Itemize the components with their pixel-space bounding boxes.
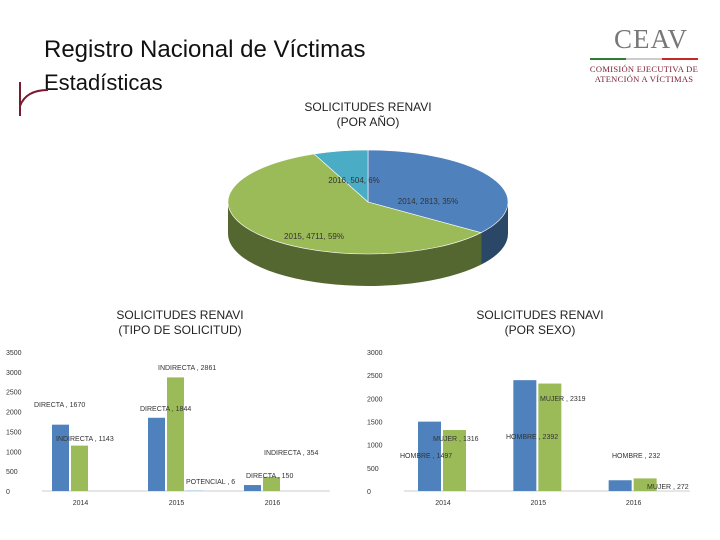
logo-line-1: COMISIÓN EJECUTIVA DE [589, 64, 699, 74]
pie-side-1 [228, 202, 482, 286]
bar-chart-1-bar-0-1 [148, 417, 165, 491]
bar-chart-2-datalabel-1-1: MUJER , 2319 [540, 396, 586, 403]
bar-chart-2-bar-1-1 [538, 383, 562, 491]
ceav-logo: CEAV COMISIÓN EJECUTIVA DE ATENCIÓN A VÍ… [584, 24, 704, 84]
pie-label-2: 2016, 504, 6% [328, 176, 380, 185]
bar-chart-2-datalabel-0-0: HOMBRE , 1497 [400, 453, 452, 460]
pie-title-line2: (POR AÑO) [336, 115, 400, 129]
pie-slice-2 [313, 149, 369, 203]
page-subtitle: Estadísticas [44, 70, 163, 95]
pie-slice-1 [227, 153, 482, 255]
bar-chart-1-ytick-0: 0 [6, 489, 10, 496]
bar-sex-chart-title: SOLICITUDES RENAVI (POR SEXO) [450, 308, 630, 338]
bar-chart-2-ytick-2: 1000 [367, 443, 383, 450]
bar-type-title-line1: SOLICITUDES RENAVI [116, 308, 244, 322]
bar-chart-1-datalabel-1-2: INDIRECTA , 354 [264, 450, 318, 457]
bar-chart-1-bar-0-0 [52, 424, 69, 491]
bar-chart-1-datalabel-0-1: DIRECTA , 1844 [140, 406, 191, 413]
bar-chart-2-datalabel-1-2: MUJER , 272 [647, 484, 689, 491]
bar-sex-title-line2: (POR SEXO) [504, 323, 576, 337]
bar-chart-2-xlabel-2: 2016 [626, 500, 642, 507]
bar-chart-2-ytick-4: 2000 [367, 396, 383, 403]
bar-chart-1-datalabel-2-1: POTENCIAL , 6 [186, 479, 235, 486]
pie-side-0 [481, 202, 508, 265]
bar-chart-1-xlabel-0: 2014 [73, 500, 89, 507]
bar-chart-1-datalabel-0-2: DIRECTA , 150 [246, 473, 293, 480]
bar-chart-1-ytick-2: 1000 [6, 449, 22, 456]
bar-chart-2-ytick-0: 0 [367, 489, 371, 496]
bar-chart-2-datalabel-0-1: HOMBRE , 2392 [506, 434, 558, 441]
bar-chart-2-bar-1-0 [443, 430, 466, 491]
logo-stripe [590, 58, 698, 60]
bar-chart-1-datalabel-1-0: INDIRECTA , 1143 [56, 436, 114, 443]
bar-chart-1-bar-1-2 [263, 476, 280, 491]
logo-mark: CEAV [614, 24, 689, 54]
logo-line-2: ATENCIÓN A VÍCTIMAS [594, 74, 694, 84]
bar-type-chart-title: SOLICITUDES RENAVI (TIPO DE SOLICITUD) [90, 308, 270, 338]
bar-chart-2-bar-1-2 [633, 478, 657, 491]
bar-sex-title-line1: SOLICITUDES RENAVI [476, 308, 604, 322]
bar-chart-2-ytick-5: 2500 [367, 373, 383, 380]
bar-chart-1-ytick-3: 1500 [6, 429, 22, 436]
bar-chart-2-ytick-3: 1500 [367, 420, 383, 427]
bar-chart-1-bar-1-1 [167, 377, 184, 491]
bar-chart-1-ytick-1: 500 [6, 469, 18, 476]
bar-chart-2-datalabel-0-2: HOMBRE , 232 [612, 453, 660, 460]
bar-chart-1-bar-1-0 [71, 445, 88, 491]
bar-chart-1-datalabel-1-1: INDIRECTA , 2861 [158, 365, 216, 372]
pie-title-line1: SOLICITUDES RENAVI [304, 100, 432, 114]
pie-label-0: 2014, 2813, 35% [398, 197, 459, 206]
decorative-bracket [19, 82, 48, 116]
pie-label-1: 2015, 4711, 59% [284, 232, 344, 241]
bar-chart-2-bar-0-0 [418, 421, 441, 491]
bar-chart-2-xlabel-0: 2014 [435, 500, 451, 507]
bar-chart-2-bar-0-1 [513, 380, 537, 491]
bar-chart-2-datalabel-1-0: MUJER , 1316 [433, 436, 479, 443]
bar-chart-2-ytick-1: 500 [367, 466, 379, 473]
bar-chart-2-xlabel-1: 2015 [531, 500, 547, 507]
bar-chart-2-bar-0-2 [608, 480, 632, 491]
bar-chart-1-xlabel-1: 2015 [169, 500, 185, 507]
bar-chart-1-ytick-7: 3500 [6, 350, 22, 357]
bar-chart-2-ytick-6: 3000 [367, 350, 383, 357]
page-title: Registro Nacional de Víctimas [44, 36, 366, 63]
bar-chart-1-ytick-5: 2500 [6, 390, 22, 397]
pie-slice-0 [367, 149, 509, 233]
bar-type-title-line2: (TIPO DE SOLICITUD) [118, 323, 242, 337]
bar-chart-1-bar-0-2 [244, 485, 261, 491]
bar-chart-1-ytick-6: 3000 [6, 370, 22, 377]
bar-chart-1-xlabel-2: 2016 [265, 500, 281, 507]
bar-chart-1-ytick-4: 2000 [6, 410, 22, 417]
pie-chart-title: SOLICITUDES RENAVI (POR AÑO) [268, 100, 468, 130]
bar-chart-1-datalabel-0-0: DIRECTA , 1670 [34, 402, 85, 409]
